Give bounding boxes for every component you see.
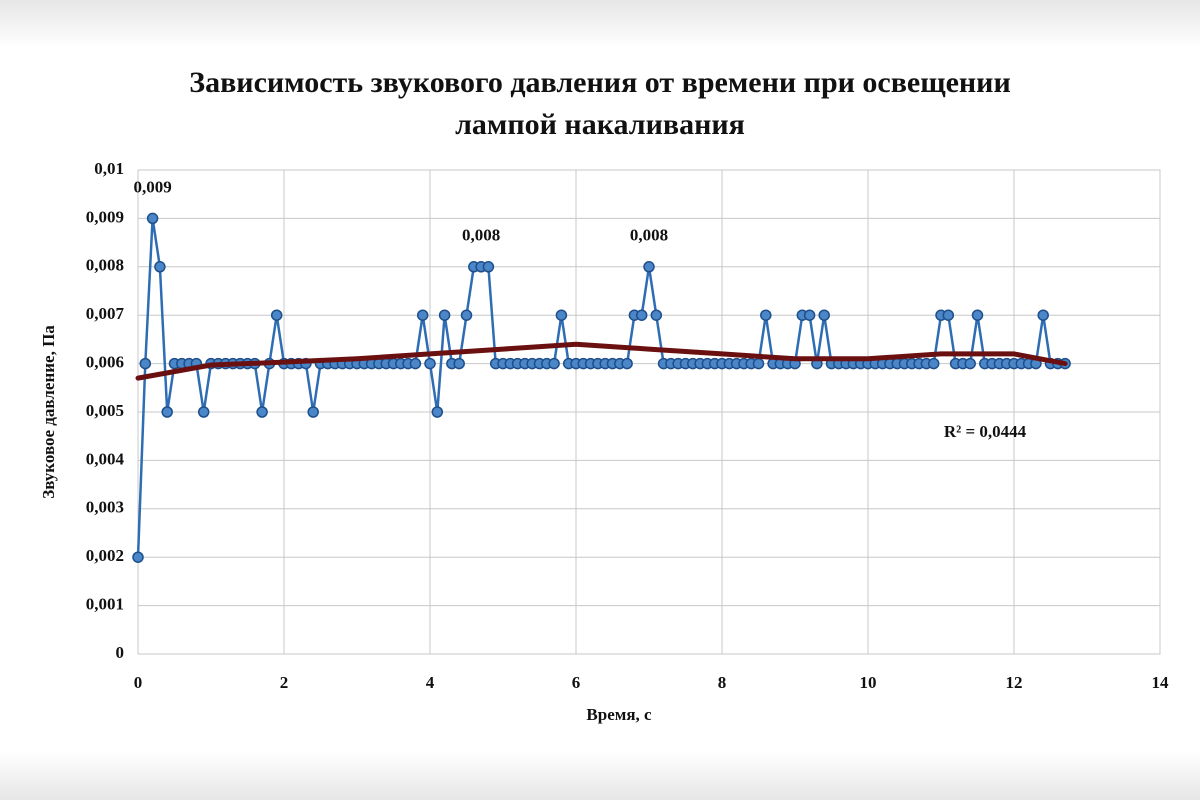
x-tick-label: 6	[572, 673, 581, 692]
data-point	[197, 406, 210, 418]
y-tick-label: 0,004	[86, 449, 125, 468]
x-tick-label: 0	[134, 673, 143, 692]
data-point	[964, 357, 976, 370]
data-point	[154, 261, 166, 273]
data-point	[409, 357, 422, 370]
x-tick-label: 2	[280, 673, 289, 692]
data-point	[971, 309, 984, 321]
x-tick-label: 14	[1152, 673, 1170, 692]
data-point	[256, 406, 268, 418]
annotation: R² = 0,0444	[944, 422, 1027, 441]
data-point	[431, 406, 444, 418]
x-tick-label: 10	[860, 673, 877, 692]
data-point	[270, 309, 283, 321]
data-point	[927, 357, 940, 370]
data-point	[555, 309, 568, 321]
y-tick-label: 0,01	[94, 159, 124, 178]
y-axis-label: Звуковое давление, Па	[39, 325, 58, 499]
y-tick-label: 0,007	[86, 304, 125, 323]
chart-title: Зависимость звукового давления от времен…	[189, 66, 1011, 141]
data-label: 0,008	[630, 226, 668, 245]
y-tick-label: 0,005	[86, 401, 124, 420]
data-point	[307, 406, 319, 418]
x-tick-label: 8	[718, 673, 727, 692]
data-point	[818, 309, 830, 321]
data-point	[760, 309, 772, 321]
trendline	[135, 341, 1068, 381]
y-tick-label: 0,001	[86, 595, 124, 614]
data-point	[416, 309, 429, 321]
data-point	[635, 309, 648, 321]
x-axis-label: Время, с	[586, 705, 652, 724]
data-label: 0,008	[462, 226, 500, 245]
data-point	[139, 357, 152, 370]
data-point	[132, 551, 144, 563]
data-point	[161, 406, 173, 418]
data-point	[803, 309, 816, 321]
data-point	[650, 309, 663, 321]
data-point	[424, 357, 436, 370]
data-point	[460, 309, 473, 321]
data-point	[752, 357, 765, 370]
y-tick-label: 0	[116, 643, 125, 662]
data-point	[453, 357, 465, 370]
x-tick-label: 4	[426, 673, 435, 692]
y-tick-label: 0,009	[86, 207, 124, 226]
data-point	[548, 357, 560, 370]
y-tick-label: 0,008	[86, 256, 124, 275]
data-point	[942, 309, 955, 321]
data-label: 0,009	[133, 177, 171, 196]
data-point	[146, 212, 159, 225]
data-point	[643, 261, 655, 273]
y-tick-label: 0,002	[86, 546, 124, 565]
y-tick-label: 0,006	[86, 353, 124, 372]
data-point	[438, 309, 451, 321]
x-tick-label: 12	[1006, 673, 1023, 692]
data-point	[621, 357, 633, 370]
data-point	[1037, 309, 1049, 321]
y-tick-label: 0,003	[86, 498, 124, 517]
data-point	[482, 261, 495, 273]
